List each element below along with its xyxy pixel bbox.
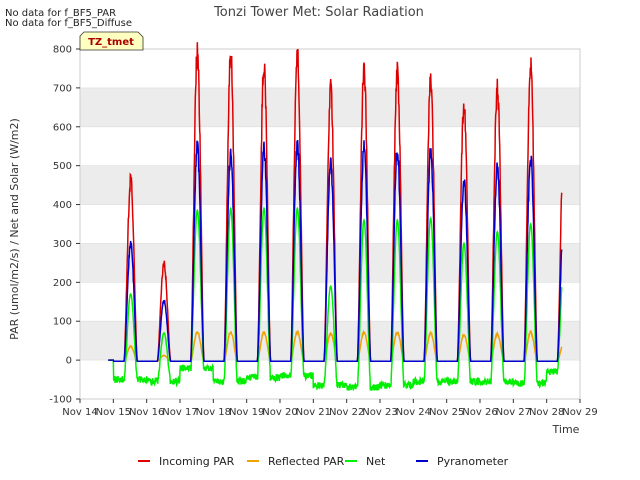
x-tick-label: Nov 20 [262, 407, 297, 418]
y-tick-label: 400 [53, 200, 72, 211]
y-tick-label: 300 [53, 239, 72, 250]
x-tick-label: Nov 21 [296, 407, 331, 418]
legend-label: Reflected PAR [268, 455, 345, 468]
tag-label: TZ_tmet [88, 37, 134, 48]
plot-frame [79, 48, 581, 400]
legend-label: Net [366, 455, 386, 468]
x-tick-label: Nov 26 [462, 407, 497, 418]
y-tick-label: 700 [53, 83, 72, 94]
x-tick-label: Nov 14 [62, 407, 97, 418]
y-tick-label: 800 [53, 45, 72, 56]
grid-band [80, 321, 580, 361]
x-tick-label: Nov 29 [562, 407, 597, 418]
x-tick-label: Nov 24 [396, 407, 431, 418]
series-line-net [108, 206, 563, 391]
y-tick-label: 0 [66, 356, 72, 367]
legend-label: Incoming PAR [159, 455, 235, 468]
x-tick-label: Nov 28 [529, 407, 564, 418]
chart-title: Tonzi Tower Met: Solar Radiation [213, 5, 424, 20]
y-tick-label: 600 [53, 122, 72, 133]
x-tick-label: Nov 27 [496, 407, 531, 418]
series-lines [108, 42, 563, 391]
legend-label: Pyranometer [437, 455, 509, 468]
x-tick-label: Nov 18 [196, 407, 231, 418]
y-tick-label: 100 [53, 317, 72, 328]
x-tick-label: Nov 23 [362, 407, 397, 418]
y-tick-label: 200 [53, 278, 72, 289]
no-data-note-diffuse: No data for f_BF5_Diffuse [5, 18, 132, 29]
x-tick-label: Nov 16 [129, 407, 164, 418]
x-tick-label: Nov 17 [162, 407, 197, 418]
series-line-pyranometer [108, 139, 563, 363]
no-data-note-par: No data for f_BF5_PAR [5, 8, 117, 19]
legend: Incoming PAR Reflected PAR Net Pyranometer [138, 455, 509, 468]
grid-band [80, 243, 580, 283]
x-axis-label: Time [552, 423, 580, 436]
x-tick-label: Nov 22 [329, 407, 364, 418]
x-tick-label: Nov 19 [229, 407, 264, 418]
x-tick-label: Nov 15 [96, 407, 131, 418]
y-axis-label: PAR (umol/m2/s) / Net and Solar (W/m2) [8, 118, 21, 340]
tag-box: TZ_tmet [79, 31, 144, 51]
x-tick-label: Nov 25 [429, 407, 464, 418]
y-tick-label: -100 [49, 395, 72, 406]
y-tick-label: 500 [53, 161, 72, 172]
